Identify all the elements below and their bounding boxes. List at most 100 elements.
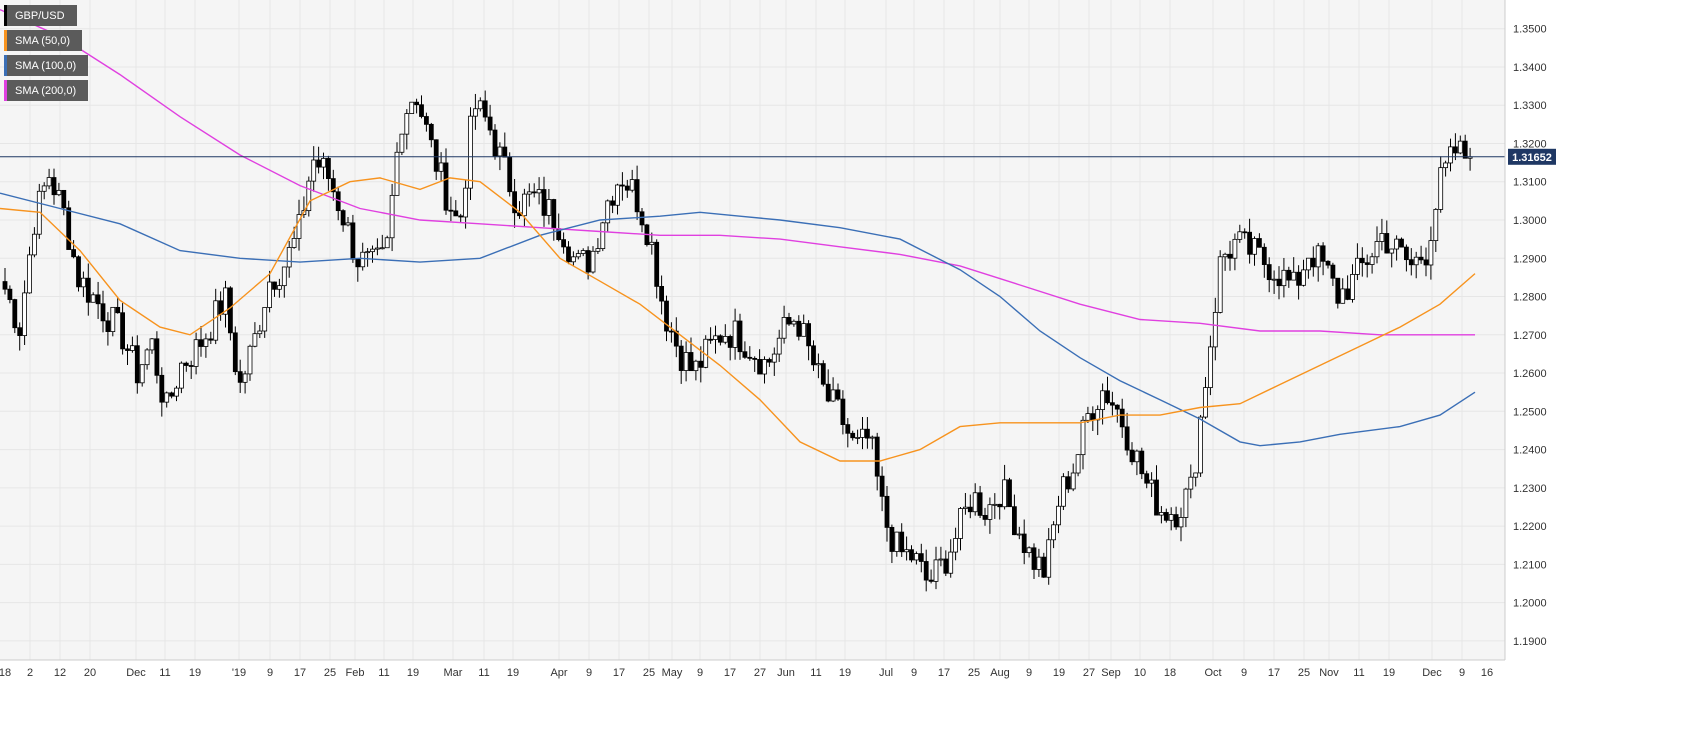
candle-body	[610, 200, 615, 206]
candle-body	[561, 239, 566, 248]
candle-body	[811, 345, 816, 366]
candle-body	[904, 549, 909, 553]
candle-body	[414, 101, 420, 106]
candle-body	[1051, 524, 1056, 541]
candle-body	[139, 364, 145, 384]
candle-body	[580, 250, 586, 254]
candle-body	[492, 129, 498, 157]
candle-body	[1266, 264, 1272, 281]
candle-body	[698, 360, 704, 368]
candle	[967, 494, 973, 519]
candle	[198, 326, 204, 357]
candle-body	[923, 561, 929, 581]
candle-body	[688, 352, 694, 372]
candle-body	[110, 306, 116, 332]
candle	[727, 334, 733, 361]
candle-body	[1203, 387, 1208, 418]
candle	[1110, 391, 1115, 416]
x-tick-label: 11	[810, 667, 821, 679]
sma50-line	[0, 177, 1476, 462]
candle-body	[1119, 408, 1125, 428]
candle	[781, 305, 787, 344]
x-tick-label: Jul	[879, 667, 893, 679]
candle-body	[1217, 256, 1223, 313]
candle-body	[1325, 260, 1331, 266]
candle-body	[850, 432, 856, 439]
candle-body	[56, 189, 62, 196]
candle	[208, 331, 214, 345]
candle-body	[105, 320, 111, 332]
grid-layer	[0, 0, 1505, 660]
candle-body	[1168, 514, 1174, 521]
x-tick-label: 2	[27, 667, 33, 679]
candle	[1448, 138, 1453, 172]
candle	[1124, 412, 1130, 456]
candle-body	[1310, 257, 1316, 268]
candle-body	[169, 392, 175, 397]
candle-body	[825, 383, 831, 402]
current-price-badge	[1508, 148, 1556, 165]
candle-body	[953, 538, 958, 553]
candle-body	[149, 338, 155, 351]
candle	[1394, 235, 1399, 261]
candle	[1012, 494, 1017, 536]
candle-body	[276, 285, 282, 290]
candle	[85, 263, 91, 316]
candle-body	[458, 215, 464, 218]
candle-body	[154, 338, 160, 376]
candle	[1291, 257, 1297, 281]
candle-body	[1335, 277, 1341, 304]
candle	[914, 551, 919, 565]
x-tick-label: 27	[1083, 667, 1095, 679]
candle-body	[85, 277, 91, 303]
candle-body	[1222, 253, 1228, 258]
x-tick-label: 18	[1164, 667, 1176, 679]
candle	[105, 312, 111, 346]
legend-item-sma50[interactable]: SMA (50,0)	[4, 30, 83, 51]
candle	[1413, 251, 1419, 279]
candle	[110, 306, 116, 337]
candle	[1404, 244, 1409, 272]
candle	[1340, 278, 1346, 304]
candle-body	[1301, 269, 1306, 286]
candle-body	[943, 558, 949, 574]
x-tick-label: 19	[189, 667, 201, 679]
x-tick-label: 11	[159, 667, 170, 679]
candle	[575, 249, 581, 260]
candle-body	[1085, 413, 1091, 421]
candle-body	[1124, 426, 1130, 451]
candle	[286, 240, 292, 278]
candle-body	[252, 333, 258, 347]
candle	[458, 213, 464, 222]
candle	[1399, 237, 1404, 248]
candle-body	[100, 303, 106, 322]
candle	[747, 346, 753, 361]
candle	[1384, 220, 1390, 254]
candle-body	[1364, 262, 1370, 265]
candle	[472, 93, 478, 130]
candle	[237, 359, 243, 393]
candle-body	[17, 327, 23, 336]
candle	[1159, 506, 1164, 524]
candle-body	[997, 503, 1003, 508]
candle	[22, 280, 28, 345]
legend-item-sma100[interactable]: SMA (100,0)	[4, 55, 89, 76]
candle	[928, 569, 934, 584]
candle-body	[188, 365, 194, 367]
x-tick-label: Dec	[1422, 667, 1442, 679]
candle-body	[830, 389, 836, 402]
candle-body	[512, 191, 517, 214]
candle	[786, 312, 792, 326]
candle-body	[585, 250, 591, 273]
candle-body	[1423, 259, 1429, 266]
candle	[678, 340, 684, 384]
x-tick-label: 10	[1134, 667, 1146, 679]
candle-body	[571, 256, 576, 263]
legend-item-sma200[interactable]: SMA (200,0)	[4, 80, 89, 101]
candle-body	[272, 281, 277, 290]
candle	[1119, 398, 1125, 438]
legend-item-gbpusd[interactable]: GBP/USD	[4, 5, 77, 26]
candle	[144, 348, 150, 370]
candle	[149, 337, 155, 354]
